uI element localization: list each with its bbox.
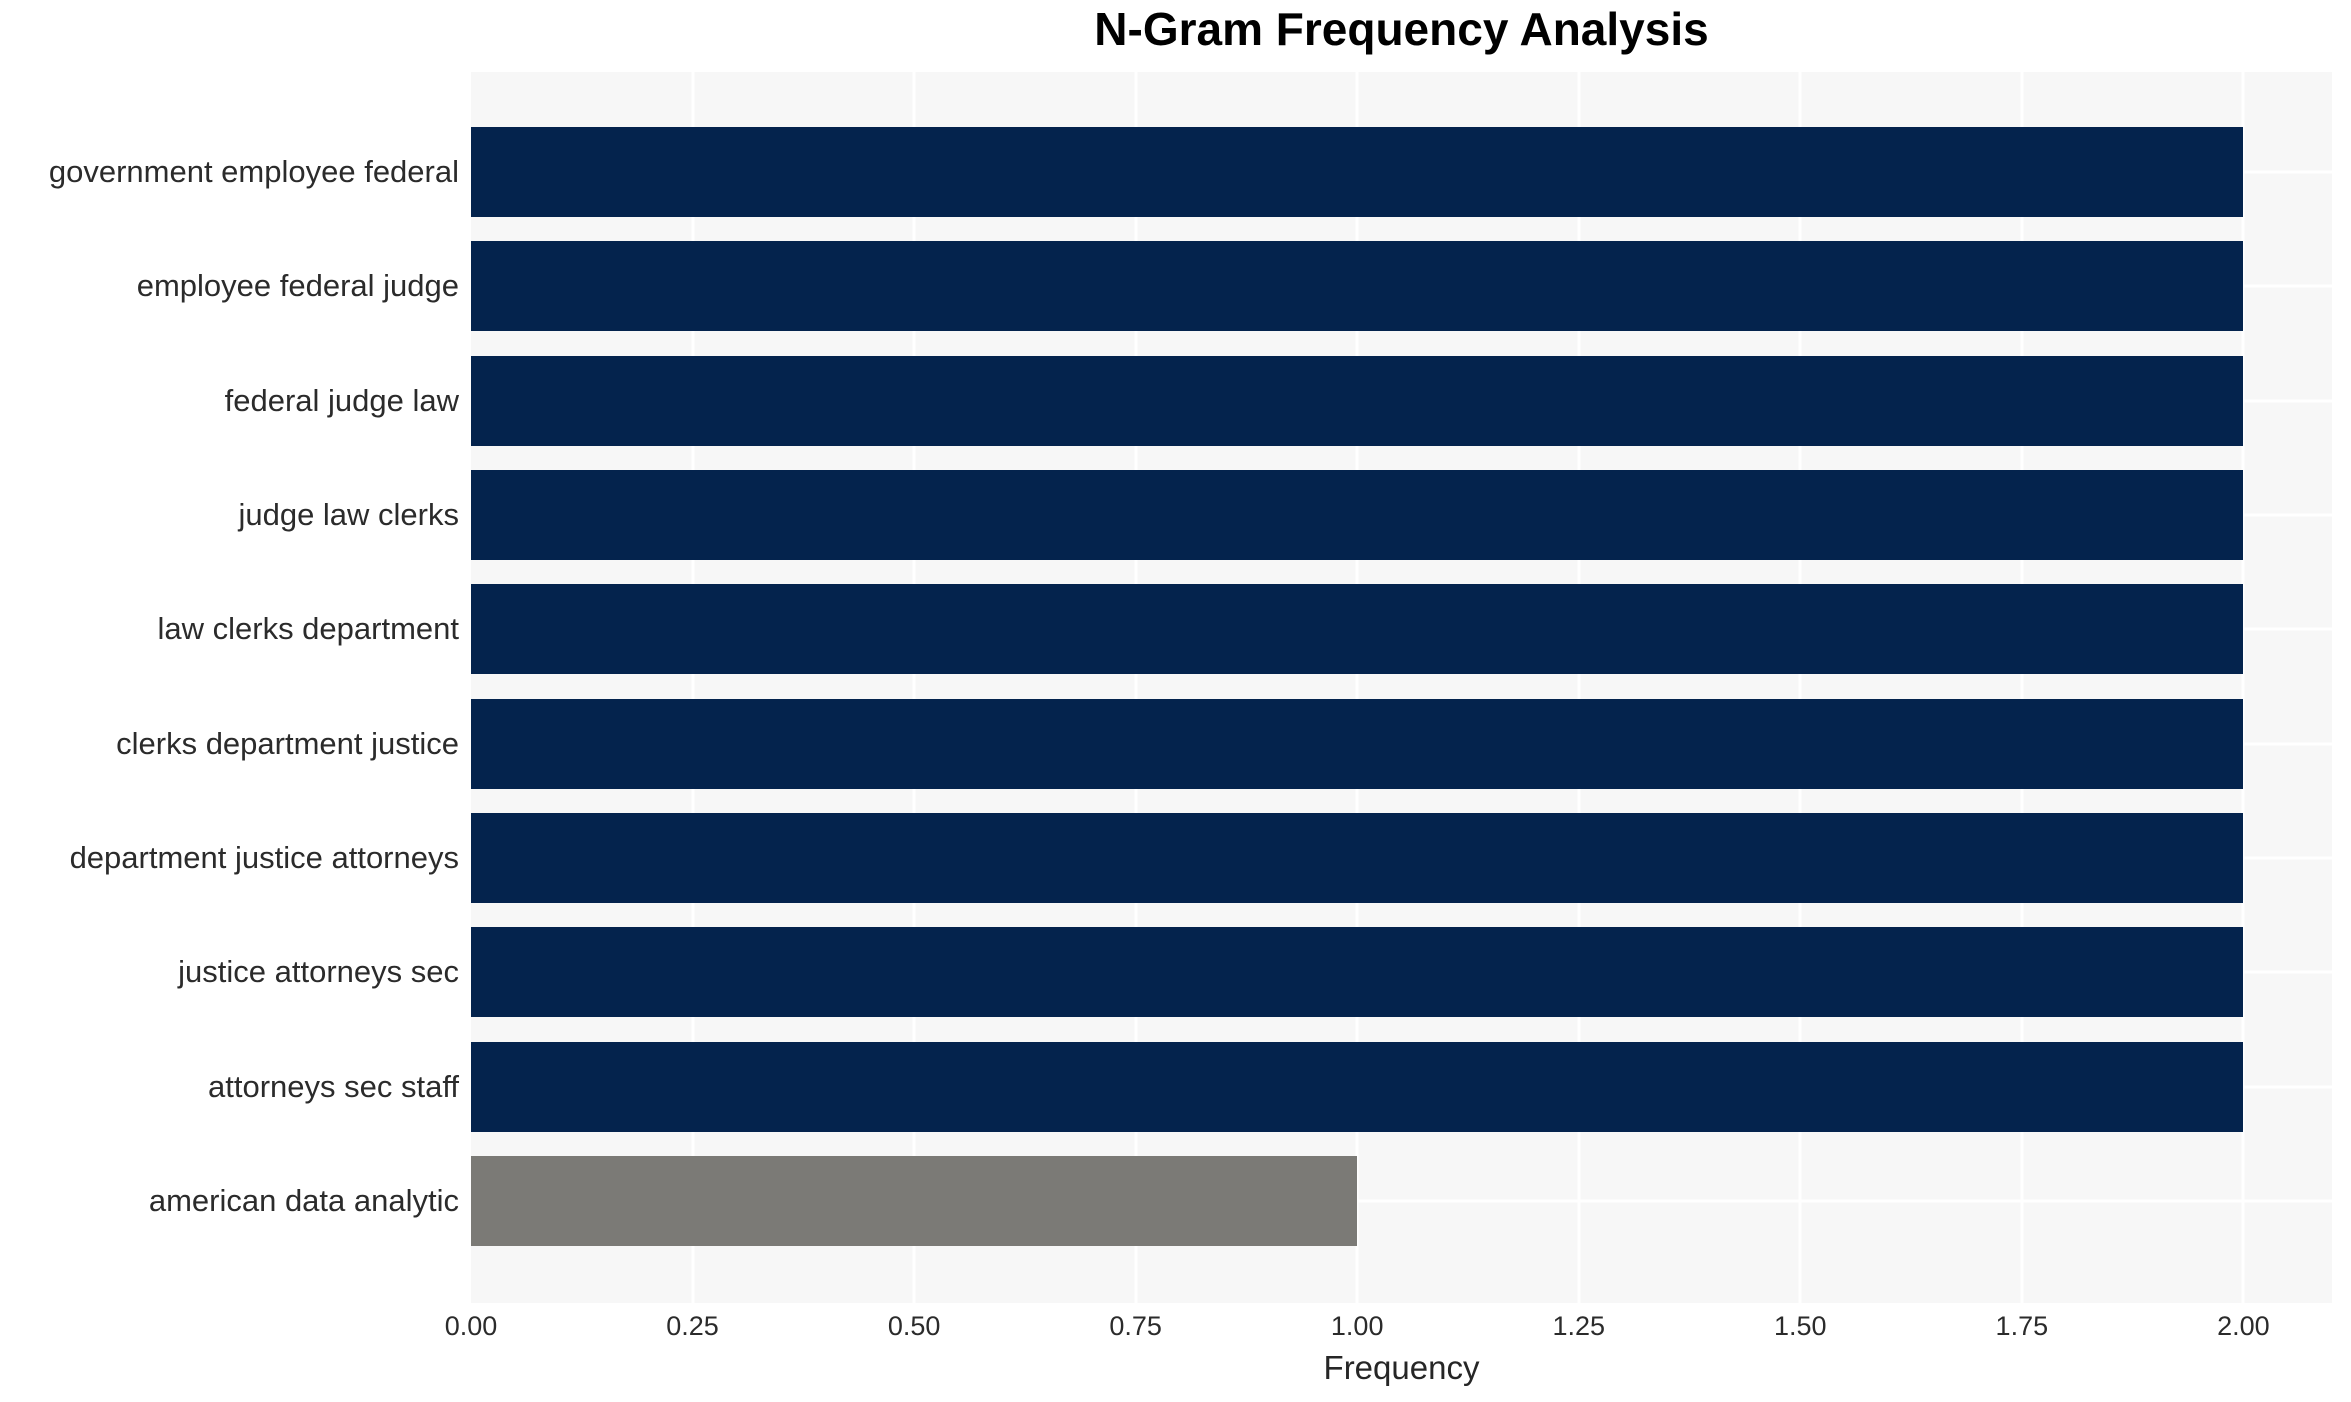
chart-bar xyxy=(471,1041,2244,1132)
gridline-vertical xyxy=(1577,72,1581,1303)
y-axis-label: federal judge law xyxy=(224,382,459,418)
x-axis-tick: 2.00 xyxy=(2217,1311,2270,1341)
y-axis-labels: government employee federal employee fede… xyxy=(0,72,459,1303)
gridline-vertical xyxy=(2020,72,2024,1303)
chart-bar xyxy=(471,698,2244,789)
gridline-vertical xyxy=(691,72,695,1303)
x-axis-tick: 0.50 xyxy=(887,1311,941,1341)
chart-bar xyxy=(471,127,2244,218)
chart-bar xyxy=(471,927,2244,1018)
plot-area xyxy=(471,72,2332,1303)
gridline-vertical xyxy=(912,72,916,1303)
gridline-horizontal xyxy=(471,1199,2332,1203)
y-axis-label: department justice attorneys xyxy=(69,839,459,875)
gridline-vertical xyxy=(1798,72,1802,1303)
x-axis-ticks: 0.00 0.25 0.50 0.75 1.00 1.25 1.50 1.75 2.00 xyxy=(445,1311,2332,1351)
chart-bar xyxy=(471,470,2244,561)
x-axis-tick: 1.50 xyxy=(1774,1311,1827,1341)
y-axis-label: american data analytic xyxy=(148,1182,459,1218)
gridline-vertical xyxy=(1355,72,1359,1303)
chart-title: N-Gram Frequency Analysis xyxy=(1094,3,1709,55)
chart-bar xyxy=(471,584,2244,675)
x-axis-tick: 1.75 xyxy=(1995,1311,2049,1341)
y-axis-label: clerks department justice xyxy=(116,725,459,761)
y-axis-label: judge law clerks xyxy=(238,497,459,533)
y-axis-label: law clerks department xyxy=(157,611,459,647)
chart-bar xyxy=(471,241,2244,332)
chart-bar xyxy=(471,812,2244,903)
y-axis-label: justice attorneys sec xyxy=(178,954,459,990)
x-axis-label: Frequency xyxy=(1323,1349,1480,1386)
y-axis-label: employee federal judge xyxy=(136,268,459,304)
gridline-vertical xyxy=(1134,72,1138,1303)
x-axis-tick: 0.25 xyxy=(666,1311,719,1341)
x-axis-tick: 1.25 xyxy=(1552,1311,1606,1341)
chart-bar xyxy=(471,1155,1358,1246)
x-axis-tick: 0.00 xyxy=(444,1311,498,1341)
x-axis-tick: 1.00 xyxy=(1330,1311,1384,1341)
gridline-vertical xyxy=(2241,72,2245,1303)
y-axis-label: attorneys sec staff xyxy=(208,1068,459,1104)
chart-bar xyxy=(471,355,2244,446)
y-axis-label: government employee federal xyxy=(48,154,459,190)
x-axis-tick: 0.75 xyxy=(1109,1311,1162,1341)
